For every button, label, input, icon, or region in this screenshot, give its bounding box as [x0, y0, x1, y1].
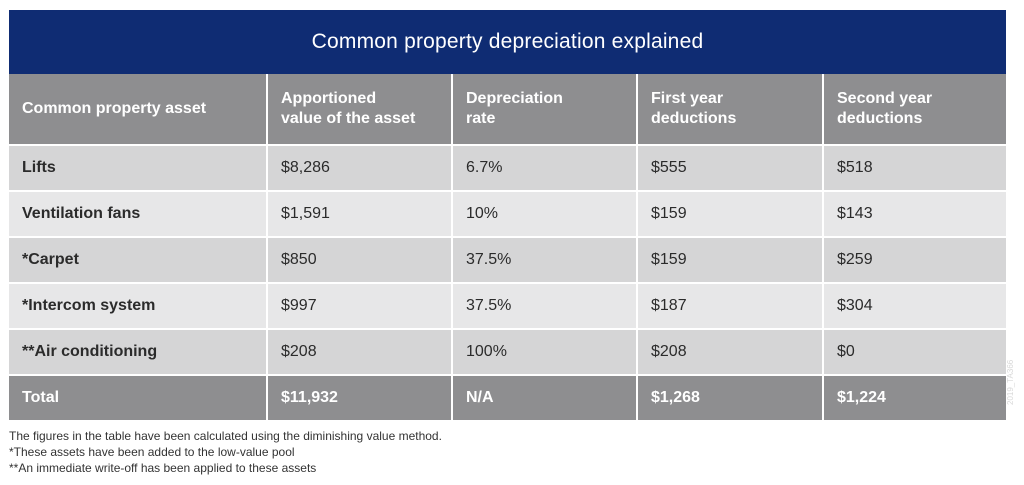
first-year-cell: $187 — [637, 283, 824, 330]
header-row: Common property asset Apportioned value o… — [9, 74, 1006, 146]
total-first-year: $1,268 — [637, 375, 824, 420]
header-first-year-line1: First year — [651, 90, 724, 107]
first-year-cell: $159 — [637, 237, 824, 284]
table-row: Lifts $8,286 6.7% $555 $518 — [9, 145, 1006, 192]
asset-cell: *Carpet — [9, 237, 268, 284]
value-cell: $997 — [267, 283, 453, 330]
second-year-cell: $518 — [823, 145, 1006, 192]
table-row: **Air conditioning $208 100% $208 $0 — [9, 329, 1006, 376]
first-year-cell: $208 — [637, 329, 824, 376]
total-rate: N/A — [452, 375, 638, 420]
header-value-line1: Apportioned — [281, 90, 377, 107]
header-rate-line1: Depreciation — [466, 90, 563, 107]
header-rate: Depreciation rate — [452, 74, 638, 146]
table-title: Common property depreciation explained — [9, 10, 1006, 74]
header-first-year: First year deductions — [637, 74, 824, 146]
first-year-cell: $555 — [637, 145, 824, 192]
second-year-cell: $304 — [823, 283, 1006, 330]
footnote-method: The figures in the table have been calcu… — [9, 429, 442, 443]
total-label: Total — [9, 375, 268, 420]
rate-cell: 10% — [452, 191, 638, 238]
value-cell: $8,286 — [267, 145, 453, 192]
header-value-line2: value of the asset — [281, 110, 416, 127]
table-row: *Carpet $850 37.5% $159 $259 — [9, 237, 1006, 284]
header-asset-label: Common property asset — [22, 100, 207, 117]
value-cell: $1,591 — [267, 191, 453, 238]
header-second-year-line2: deductions — [837, 110, 923, 127]
value-cell: $850 — [267, 237, 453, 284]
header-second-year: Second year deductions — [823, 74, 1006, 146]
rate-cell: 37.5% — [452, 237, 638, 284]
total-second-year: $1,224 — [823, 375, 1006, 420]
header-rate-line2: rate — [466, 110, 496, 127]
table-row: Ventilation fans $1,591 10% $159 $143 — [9, 191, 1006, 238]
header-asset: Common property asset — [9, 74, 268, 146]
footnotes: The figures in the table have been calcu… — [9, 428, 442, 476]
asset-cell: Ventilation fans — [9, 191, 268, 238]
asset-cell: *Intercom system — [9, 283, 268, 330]
second-year-cell: $0 — [823, 329, 1006, 376]
second-year-cell: $259 — [823, 237, 1006, 284]
total-value: $11,932 — [267, 375, 453, 420]
first-year-cell: $159 — [637, 191, 824, 238]
total-row: Total $11,932 N/A $1,268 $1,224 — [9, 375, 1006, 420]
header-first-year-line2: deductions — [651, 110, 737, 127]
asset-cell: Lifts — [9, 145, 268, 192]
rate-cell: 37.5% — [452, 283, 638, 330]
watermark: 2019_TA366 — [1006, 359, 1015, 405]
header-second-year-line1: Second year — [837, 90, 933, 107]
second-year-cell: $143 — [823, 191, 1006, 238]
depreciation-table-container: Common property depreciation explained C… — [9, 10, 1006, 420]
value-cell: $208 — [267, 329, 453, 376]
depreciation-table: Common property asset Apportioned value o… — [9, 74, 1006, 420]
rate-cell: 100% — [452, 329, 638, 376]
header-value: Apportioned value of the asset — [267, 74, 453, 146]
footnote-write-off: **An immediate write-off has been applie… — [9, 461, 317, 475]
table-row: *Intercom system $997 37.5% $187 $304 — [9, 283, 1006, 330]
rate-cell: 6.7% — [452, 145, 638, 192]
footnote-low-value-pool: *These assets have been added to the low… — [9, 445, 295, 459]
asset-cell: **Air conditioning — [9, 329, 268, 376]
